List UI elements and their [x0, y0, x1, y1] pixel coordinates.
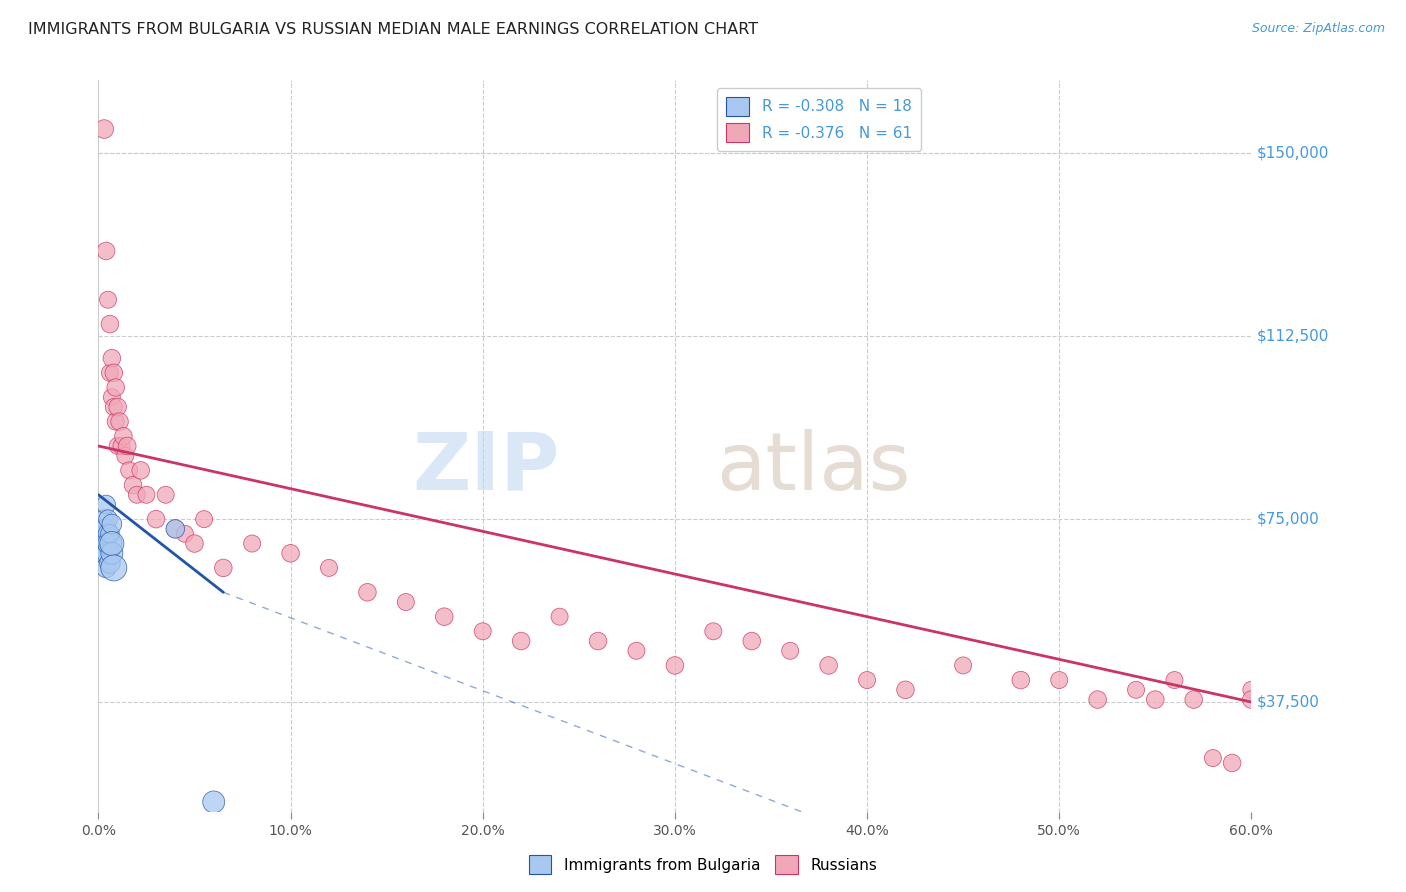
Point [97, 293, 120, 307]
Text: $37,500: $37,500 [1257, 695, 1320, 709]
Point [103, 366, 125, 380]
Point [548, 609, 571, 624]
Text: IMMIGRANTS FROM BULGARIA VS RUSSIAN MEDIAN MALE EARNINGS CORRELATION CHART: IMMIGRANTS FROM BULGARIA VS RUSSIAN MEDI… [28, 22, 758, 37]
Point [471, 624, 494, 639]
Point [1163, 673, 1185, 687]
Point [318, 561, 340, 575]
Point [702, 624, 724, 639]
Point [101, 351, 124, 366]
Point [107, 400, 129, 414]
Point [98, 556, 121, 570]
Point [145, 512, 167, 526]
Point [135, 488, 157, 502]
Point [155, 488, 177, 502]
Point [1047, 673, 1070, 687]
Point [101, 536, 124, 550]
Point [212, 561, 235, 575]
Point [107, 439, 129, 453]
Point [202, 795, 225, 809]
Point [280, 546, 302, 560]
Point [626, 644, 648, 658]
Point [98, 536, 121, 550]
Text: atlas: atlas [716, 429, 911, 507]
Point [101, 390, 124, 404]
Point [183, 536, 205, 550]
Legend: Immigrants from Bulgaria, Russians: Immigrants from Bulgaria, Russians [523, 849, 883, 880]
Point [129, 463, 152, 477]
Point [510, 634, 533, 648]
Point [165, 522, 187, 536]
Point [1240, 682, 1263, 697]
Point [395, 595, 418, 609]
Text: $150,000: $150,000 [1257, 146, 1330, 161]
Point [586, 634, 609, 648]
Point [356, 585, 378, 599]
Point [1125, 682, 1147, 697]
Point [97, 512, 120, 526]
Point [103, 400, 125, 414]
Legend: R = -0.308   N = 18, R = -0.376   N = 61: R = -0.308 N = 18, R = -0.376 N = 61 [717, 88, 921, 151]
Point [1182, 692, 1205, 706]
Point [1087, 692, 1109, 706]
Point [98, 526, 121, 541]
Point [433, 609, 456, 624]
Point [98, 366, 121, 380]
Point [117, 439, 139, 453]
Point [108, 415, 131, 429]
Point [104, 415, 127, 429]
Point [1144, 692, 1167, 706]
Point [114, 449, 136, 463]
Point [817, 658, 839, 673]
Point [856, 673, 879, 687]
Point [1220, 756, 1243, 770]
Point [122, 478, 145, 492]
Text: $112,500: $112,500 [1257, 329, 1330, 343]
Point [894, 682, 917, 697]
Text: ZIP: ZIP [412, 429, 560, 507]
Point [174, 526, 197, 541]
Point [112, 429, 135, 443]
Point [98, 317, 121, 331]
Point [165, 522, 187, 536]
Point [240, 536, 263, 550]
Point [101, 516, 124, 531]
Point [193, 512, 215, 526]
Point [97, 546, 120, 560]
Point [97, 526, 120, 541]
Point [664, 658, 686, 673]
Point [91, 536, 114, 550]
Point [93, 546, 115, 560]
Point [110, 439, 132, 453]
Point [1240, 692, 1263, 706]
Point [1202, 751, 1225, 765]
Point [741, 634, 763, 648]
Point [1240, 829, 1263, 843]
Point [118, 463, 141, 477]
Point [94, 244, 117, 258]
Point [779, 644, 801, 658]
Text: Source: ZipAtlas.com: Source: ZipAtlas.com [1251, 22, 1385, 36]
Point [103, 561, 125, 575]
Point [94, 498, 117, 512]
Point [101, 546, 124, 560]
Point [94, 522, 117, 536]
Point [94, 561, 117, 575]
Point [952, 658, 974, 673]
Point [93, 122, 115, 136]
Point [93, 512, 115, 526]
Point [104, 380, 127, 394]
Point [125, 488, 148, 502]
Point [1010, 673, 1032, 687]
Text: $75,000: $75,000 [1257, 512, 1320, 526]
